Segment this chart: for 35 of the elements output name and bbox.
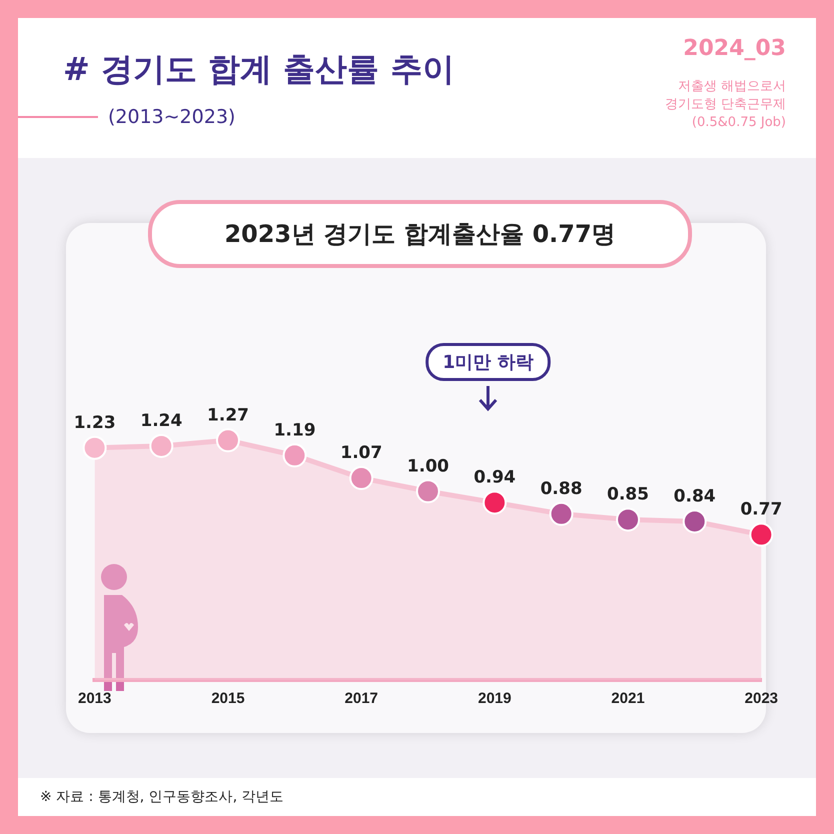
data-label: 0.88 bbox=[540, 478, 582, 499]
x-tick-label: 2013 bbox=[78, 690, 112, 708]
data-label: 0.84 bbox=[674, 486, 716, 506]
data-label: 1.07 bbox=[340, 443, 382, 464]
point bbox=[349, 466, 374, 490]
text: 2024_03 bbox=[683, 36, 786, 61]
point bbox=[549, 502, 574, 526]
point bbox=[82, 436, 107, 460]
x-tick-label: 2021 bbox=[611, 690, 645, 708]
text: ※ 자료 : 통계청, 인구동향조사, 각년도 bbox=[40, 788, 284, 806]
point bbox=[749, 522, 774, 547]
data-label: 1.24 bbox=[140, 410, 182, 431]
point bbox=[282, 443, 307, 468]
chart-title: # 경기도 합계 출산률 추이 bbox=[63, 49, 454, 90]
x-tick-label: 2019 bbox=[478, 690, 512, 708]
data-label: 1.27 bbox=[207, 405, 249, 426]
point bbox=[416, 479, 440, 504]
data-label: 0.85 bbox=[607, 484, 649, 505]
x-tick-label: 2017 bbox=[344, 690, 378, 708]
data-label: 1.23 bbox=[74, 412, 116, 433]
point bbox=[149, 434, 174, 458]
point bbox=[482, 490, 507, 515]
data-label: 0.94 bbox=[474, 468, 516, 488]
text: 2023년 경기도 합계출산율 0.77명 bbox=[148, 200, 692, 268]
data-label: 0.77 bbox=[740, 500, 782, 520]
data-label: 1.00 bbox=[407, 456, 450, 476]
point bbox=[616, 508, 640, 532]
x-tick-label: 2015 bbox=[211, 690, 245, 708]
chart-subtitle: (2013~2023) bbox=[108, 106, 236, 128]
text: 저출생 해법으로서 경기도형 단축근무제 (0.5&0.75 Job) bbox=[664, 78, 786, 132]
text: 1미만 하락 bbox=[426, 343, 550, 381]
x-tick-label: 2023 bbox=[744, 690, 778, 708]
data-label: 1.19 bbox=[274, 420, 316, 440]
point bbox=[216, 428, 240, 452]
point bbox=[682, 509, 707, 534]
